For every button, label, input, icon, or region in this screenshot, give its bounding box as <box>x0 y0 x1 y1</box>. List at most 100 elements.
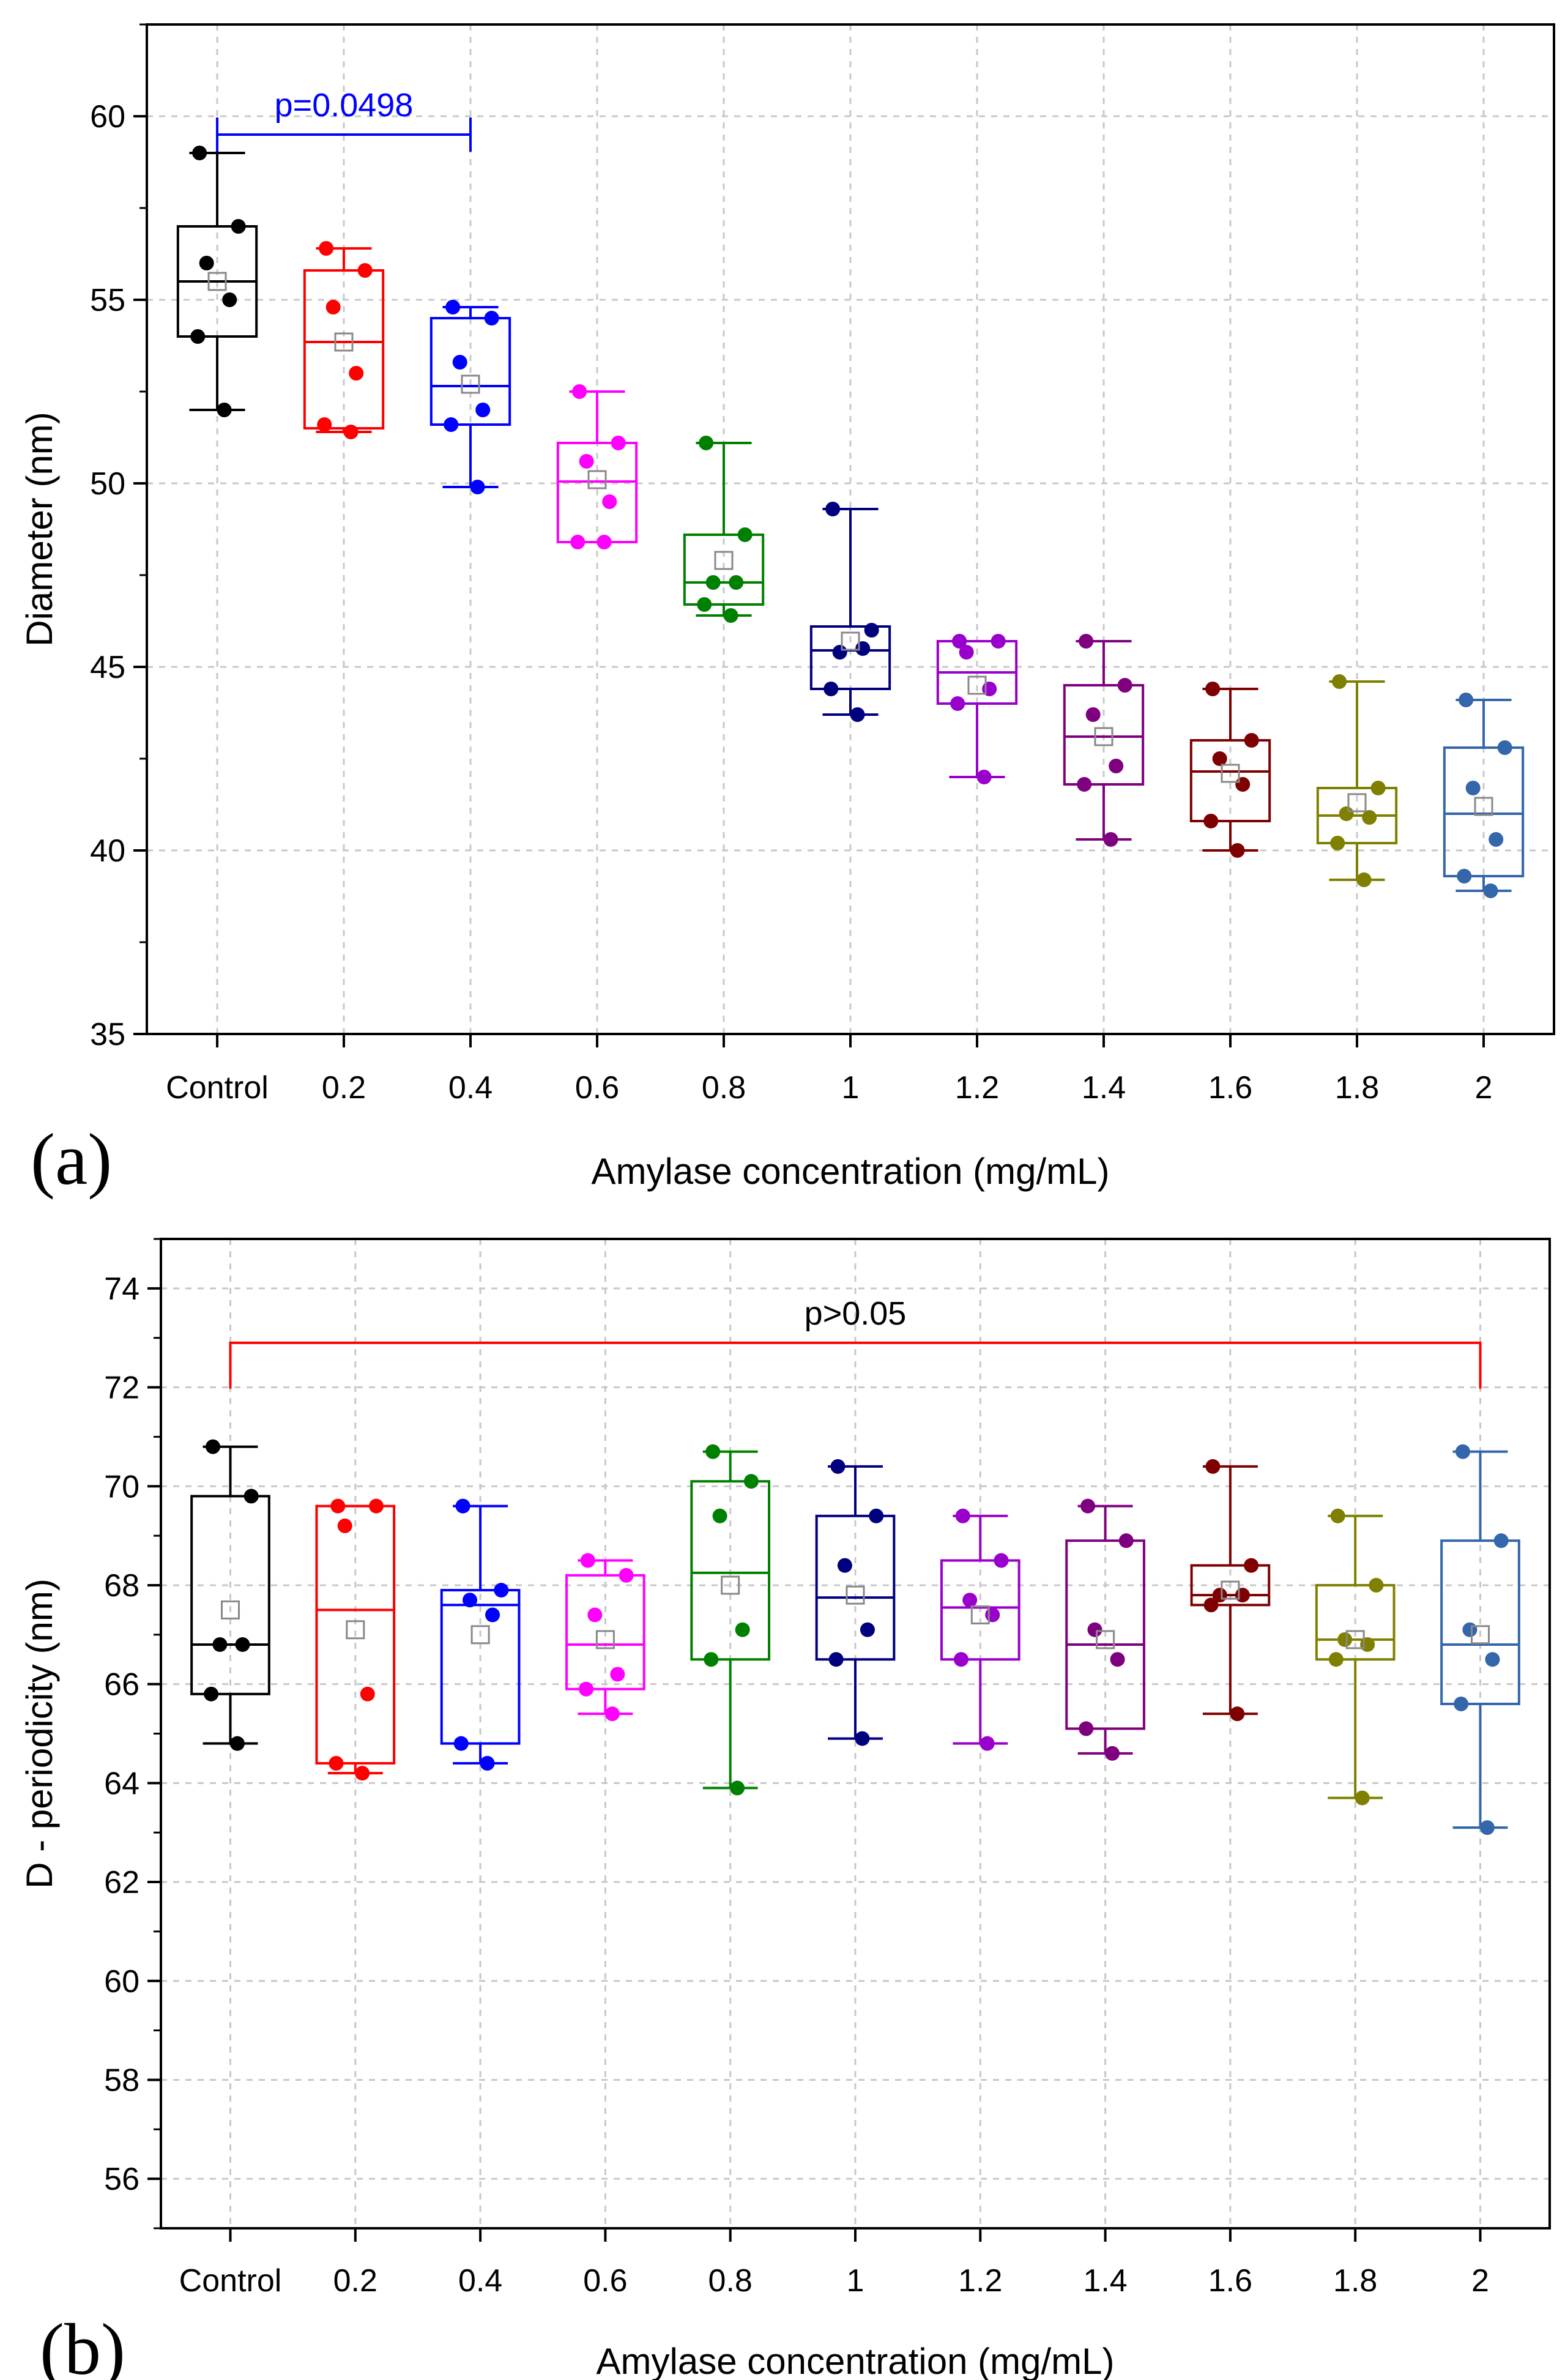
data-point <box>994 1553 1009 1568</box>
y-tick-label: 62 <box>104 1865 139 1900</box>
data-point <box>1235 1588 1250 1603</box>
data-point <box>1118 1533 1134 1549</box>
x-tick-label: 1 <box>847 2263 864 2299</box>
data-point <box>349 366 364 381</box>
box-plot-1.2 <box>936 634 1018 784</box>
box-iqr <box>1189 739 1271 822</box>
data-point <box>723 608 738 623</box>
data-point <box>602 494 617 509</box>
data-point <box>444 417 459 432</box>
data-point <box>832 645 847 660</box>
box-plot-0.6 <box>556 384 638 549</box>
data-point <box>1087 1622 1102 1637</box>
mean-marker <box>1221 1580 1240 1600</box>
box-plot-1.2 <box>940 1508 1020 1751</box>
bracket-line <box>229 1341 1482 1389</box>
data-point <box>217 403 232 417</box>
data-point <box>337 1518 352 1533</box>
data-point <box>1244 1558 1259 1573</box>
significance-bracket: p>0.05 <box>229 1295 1482 1389</box>
significance-bracket: p=0.0498 <box>216 87 472 152</box>
data-point <box>611 436 626 450</box>
data-point <box>737 527 753 542</box>
data-point <box>976 770 992 784</box>
mean-marker <box>1471 1625 1490 1645</box>
data-point <box>1328 1652 1344 1667</box>
data-point <box>855 641 871 656</box>
data-point <box>828 1652 844 1667</box>
mean-marker <box>846 1585 865 1605</box>
box-plot-1 <box>815 1459 896 1746</box>
data-point <box>494 1583 509 1598</box>
box-iqr <box>815 1514 896 1661</box>
box-plot-2 <box>1440 1444 1520 1835</box>
data-point <box>985 1607 1000 1623</box>
x-axis-title: Amylase concentration (mg/mL) <box>597 2341 1115 2380</box>
y-tick-label: 50 <box>90 466 125 502</box>
data-point <box>579 1681 594 1697</box>
mean-marker <box>841 631 860 651</box>
data-point <box>572 384 587 399</box>
box-iqr <box>683 534 765 606</box>
data-point <box>959 645 974 660</box>
data-point <box>1230 1706 1245 1722</box>
data-point <box>1203 1597 1219 1613</box>
panel-label: (b) <box>40 2308 125 2380</box>
data-point <box>869 1508 884 1523</box>
box-plot-Control <box>190 1439 270 1751</box>
x-tick-label: 0.8 <box>708 2263 753 2299</box>
box-plot-1.8 <box>1316 674 1398 887</box>
data-point <box>730 1780 745 1796</box>
panel-b-d-periodicity-chart: 56 58 60 62 64 66 68 70 72 74 Control 0.2 0.4 0.6 0.8 1… <box>19 1238 1551 2380</box>
data-point <box>704 1652 719 1667</box>
data-point <box>360 1686 375 1701</box>
mean-marker <box>470 1625 490 1645</box>
x-tick-label: 1.6 <box>1208 1070 1252 1106</box>
significance-label: p=0.0498 <box>275 87 414 124</box>
data-point <box>1203 814 1219 828</box>
box-plot-2 <box>1443 693 1525 898</box>
data-point <box>991 634 1006 649</box>
data-point <box>955 1508 970 1523</box>
y-tick-label: 72 <box>104 1370 139 1406</box>
data-point <box>579 454 594 469</box>
data-point <box>463 1593 478 1608</box>
data-point <box>1079 634 1094 649</box>
y-tick-label: 70 <box>104 1469 139 1504</box>
x-tick-label: Control <box>166 1070 269 1106</box>
box-plot-0.4 <box>440 1498 521 1771</box>
data-point <box>1370 781 1386 795</box>
data-point <box>1080 1498 1096 1514</box>
box-plot-1.6 <box>1189 682 1271 858</box>
mean-marker <box>334 332 354 352</box>
y-tick-label: 55 <box>90 283 125 318</box>
data-point <box>743 1474 759 1489</box>
mean-marker <box>587 470 607 489</box>
y-tick-label: 56 <box>104 2162 139 2197</box>
box-plot-1.4 <box>1065 1498 1145 1761</box>
x-tick-label: 0.2 <box>322 1070 366 1106</box>
y-tick-label: 60 <box>104 1964 139 1999</box>
box-plot-0.2 <box>315 1498 396 1781</box>
data-point <box>199 256 214 270</box>
mean-marker <box>1345 1630 1365 1649</box>
box-plot-0.8 <box>690 1444 771 1796</box>
data-point <box>729 575 744 590</box>
y-tick-label: 40 <box>90 833 125 869</box>
x-tick-label: 1.4 <box>1083 2263 1127 2299</box>
mean-marker <box>721 1575 740 1595</box>
box-iqr <box>303 269 385 430</box>
data-point <box>823 682 839 696</box>
data-point <box>705 575 721 590</box>
data-point <box>570 535 585 549</box>
y-tick-label: 45 <box>90 650 125 685</box>
data-point <box>1103 832 1118 847</box>
x-tick-label: 1.8 <box>1333 2263 1377 2299</box>
x-tick-label: 0.4 <box>458 2263 502 2299</box>
data-point <box>1465 781 1481 795</box>
data-point <box>480 1756 495 1771</box>
y-tick-label: 58 <box>104 2062 139 2098</box>
y-tick-label: 74 <box>104 1271 139 1307</box>
